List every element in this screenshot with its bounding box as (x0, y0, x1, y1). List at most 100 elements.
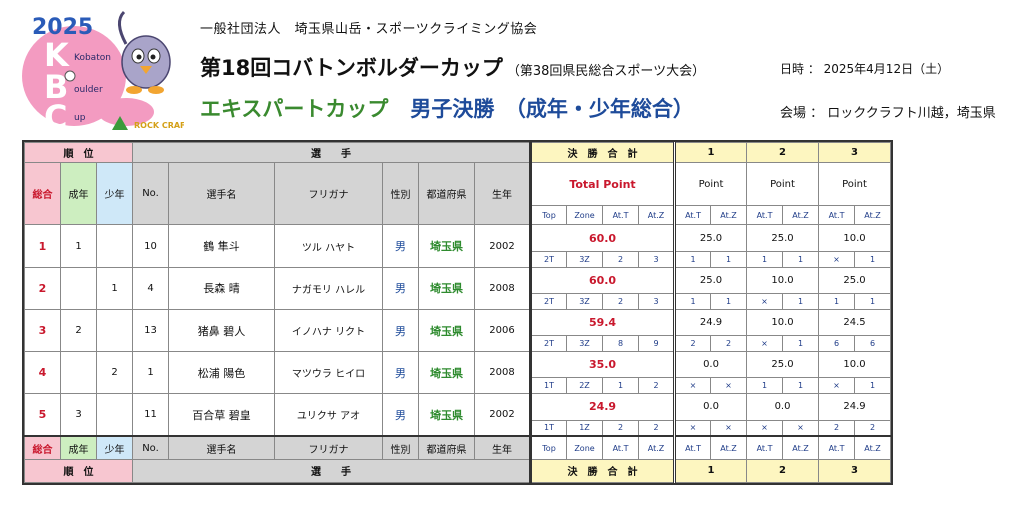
zones: 3Z (566, 335, 604, 353)
p3-att-top: 1 (818, 292, 856, 310)
attempts-zone: 2 (638, 377, 676, 395)
foot-group-athlete: 選 手 (132, 458, 532, 484)
rank-overall: 4 (24, 351, 61, 395)
rank-overall: 2 (24, 266, 61, 310)
p1-att-zone: × (710, 419, 748, 437)
p3-att-top: × (818, 377, 856, 395)
athlete-kana: ナガモリ ハレル (274, 266, 384, 310)
p2-att-top: × (746, 419, 784, 437)
foot-sub-att-zone: At.Z (638, 435, 676, 460)
footer-row-groups: 順 位 選 手 決 勝 合 計 1 2 3 (23, 458, 892, 484)
athlete-detail-row: 1T 1Z 2 2 × × × × 2 2 (25, 419, 892, 437)
p2-point: 25.0 (746, 351, 820, 379)
athlete-pref: 埼玉県 (418, 393, 476, 437)
p3-att-zone: 6 (854, 335, 892, 353)
athlete-name: 松浦 陽色 (168, 351, 276, 395)
p2-att-top: 1 (746, 250, 784, 268)
athlete-kana: イノハナ リクト (274, 308, 384, 353)
foot-col-pref: 都道府県 (418, 435, 476, 460)
problem-2-header: 2 (746, 141, 820, 164)
foot-p1-att-top: At.T (673, 435, 712, 460)
col-adult: 成年 (60, 162, 97, 226)
col-overall: 総合 (24, 162, 61, 226)
rank-youth (95, 308, 134, 353)
athlete-no: 10 (132, 224, 170, 268)
athlete-row: 4 2 1 松浦 陽色 マツウラ ヒイロ男埼玉県 2008 35.0 0.0 25.0 10.0 (24, 351, 892, 395)
cup-name: エキスパートカップ (200, 97, 389, 121)
col-kana: フリガナ (274, 162, 384, 226)
p3-point: 25.0 (818, 266, 892, 294)
rank-adult (60, 351, 97, 395)
rank-youth: 1 (95, 266, 134, 310)
athlete-no: 13 (132, 308, 170, 353)
event-title-main: 第18回コバトンボルダーカップ (200, 56, 503, 80)
p3-att-top: 6 (818, 335, 856, 353)
sponsor-name: ROCK CRAFT (134, 121, 184, 130)
p3-att-zone: 1 (854, 292, 892, 310)
problem-1-header: 1 (673, 141, 748, 164)
rockcraft-mountain-icon (112, 116, 128, 130)
event-title-sub: （第38回県民総合スポーツ大会） (506, 64, 706, 79)
col-total-point: Total Point (529, 162, 676, 207)
logo-word-3: up (74, 113, 86, 123)
p1-att-top: 1 (673, 250, 712, 268)
p1-att-zone: 2 (710, 335, 748, 353)
foot-col-sex: 性別 (382, 435, 420, 460)
athlete-detail-row: 2T 3Z 2 3 1 1 × 1 1 1 (25, 292, 892, 310)
athlete-pref: 埼玉県 (418, 266, 476, 310)
attempts-top: 2 (602, 250, 640, 268)
col-pref: 都道府県 (418, 162, 476, 226)
sub-p1-att-zone: At.Z (710, 205, 748, 226)
athlete-sex: 男 (382, 266, 420, 310)
rank-youth (95, 224, 134, 268)
logo-hold-icon (64, 70, 76, 82)
foot-col-adult: 成年 (60, 435, 97, 460)
p1-att-top: 2 (673, 335, 712, 353)
rank-adult: 1 (60, 224, 97, 268)
athlete-year: 2002 (474, 224, 532, 268)
group-rank-header: 順 位 (23, 141, 134, 164)
foot-sub-zone: Zone (566, 435, 604, 460)
header-row-subcolumns: Top Zone At.T At.Z At.T At.Z At.T At.Z A… (25, 205, 892, 226)
tops: 1T (529, 419, 568, 437)
foot-p2-att-top: At.T (746, 435, 784, 460)
bird-mascot-icon (118, 10, 171, 94)
athlete-name: 百合草 碧皇 (168, 393, 276, 437)
athlete-year: 2008 (474, 351, 532, 395)
zones: 1Z (566, 419, 604, 437)
athlete-pref: 埼玉県 (418, 351, 476, 395)
p2-att-top: × (746, 335, 784, 353)
athlete-kana: ユリクサ アオ (274, 393, 384, 437)
p3-point: 24.9 (818, 393, 892, 421)
col-point-3: Point (818, 162, 892, 207)
foot-sub-top: Top (529, 435, 568, 460)
athlete-row: 5 3 11 百合草 碧皇 ユリクサ アオ男埼玉県 2002 24.9 0.0 0.0 24.9 (24, 393, 892, 437)
foot-problem-3: 3 (818, 458, 892, 484)
p2-att-top: 1 (746, 377, 784, 395)
p1-att-zone: 1 (710, 250, 748, 268)
p1-att-zone: × (710, 377, 748, 395)
attempts-top: 1 (602, 377, 640, 395)
p2-att-zone: 1 (782, 250, 820, 268)
p1-point: 24.9 (673, 308, 748, 337)
logo-word-1: Kobaton (74, 53, 111, 63)
foot-col-kana: フリガナ (274, 435, 384, 460)
athlete-sex: 男 (382, 393, 420, 437)
p2-point: 25.0 (746, 224, 820, 252)
p2-att-zone: 1 (782, 292, 820, 310)
event-date: 日時 ： 2025年4月12日（土） (780, 62, 950, 76)
athlete-sex: 男 (382, 308, 420, 353)
col-point-1: Point (673, 162, 748, 207)
p2-att-zone: × (782, 419, 820, 437)
athlete-no: 4 (132, 266, 170, 310)
attempts-top: 2 (602, 419, 640, 437)
athlete-name: 長森 晴 (168, 266, 276, 310)
athlete-no: 1 (132, 351, 170, 395)
organization-name: 一般社団法人 埼玉県山岳・スポーツクライミング協会 (200, 22, 538, 37)
col-youth: 少年 (95, 162, 134, 226)
attempts-zone: 2 (638, 419, 676, 437)
foot-col-name: 選手名 (168, 435, 276, 460)
tops: 2T (529, 250, 568, 268)
attempts-top: 2 (602, 292, 640, 310)
foot-col-overall: 総合 (24, 435, 61, 460)
